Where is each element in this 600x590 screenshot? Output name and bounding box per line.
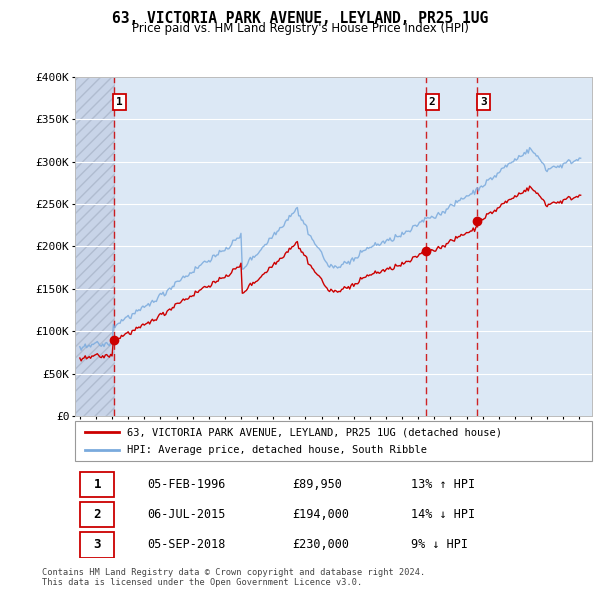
- Text: 14% ↓ HPI: 14% ↓ HPI: [411, 508, 475, 521]
- Text: 63, VICTORIA PARK AVENUE, LEYLAND, PR25 1UG (detached house): 63, VICTORIA PARK AVENUE, LEYLAND, PR25 …: [127, 428, 502, 438]
- Text: 3: 3: [94, 538, 101, 551]
- Text: 1: 1: [116, 97, 122, 107]
- Text: 05-FEB-1996: 05-FEB-1996: [148, 478, 226, 491]
- Text: 1: 1: [94, 478, 101, 491]
- Text: £230,000: £230,000: [292, 538, 349, 551]
- Text: 2: 2: [429, 97, 436, 107]
- Text: £194,000: £194,000: [292, 508, 349, 521]
- Text: HPI: Average price, detached house, South Ribble: HPI: Average price, detached house, Sout…: [127, 445, 427, 455]
- Text: 05-SEP-2018: 05-SEP-2018: [148, 538, 226, 551]
- Text: 63, VICTORIA PARK AVENUE, LEYLAND, PR25 1UG: 63, VICTORIA PARK AVENUE, LEYLAND, PR25 …: [112, 11, 488, 25]
- FancyBboxPatch shape: [80, 532, 114, 558]
- Text: Price paid vs. HM Land Registry's House Price Index (HPI): Price paid vs. HM Land Registry's House …: [131, 22, 469, 35]
- Text: 9% ↓ HPI: 9% ↓ HPI: [411, 538, 468, 551]
- Bar: [75, 77, 113, 416]
- Text: 2: 2: [94, 508, 101, 521]
- Text: 3: 3: [480, 97, 487, 107]
- FancyBboxPatch shape: [80, 471, 114, 497]
- Text: Contains HM Land Registry data © Crown copyright and database right 2024.
This d: Contains HM Land Registry data © Crown c…: [42, 568, 425, 587]
- Text: 13% ↑ HPI: 13% ↑ HPI: [411, 478, 475, 491]
- Text: £89,950: £89,950: [292, 478, 342, 491]
- FancyBboxPatch shape: [80, 502, 114, 527]
- FancyBboxPatch shape: [75, 421, 592, 461]
- Text: 06-JUL-2015: 06-JUL-2015: [148, 508, 226, 521]
